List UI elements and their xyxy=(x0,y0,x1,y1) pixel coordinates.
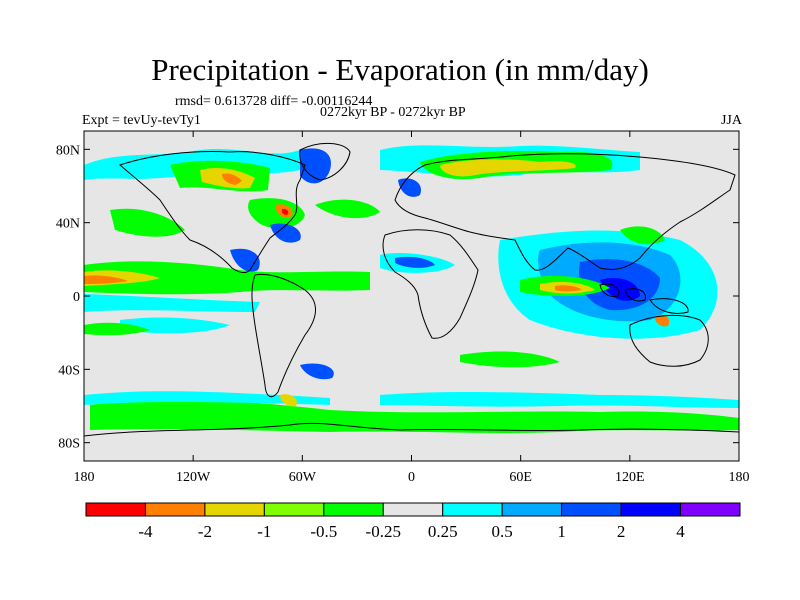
contour-region xyxy=(84,294,260,312)
lat-tick-label: 40S xyxy=(58,363,80,378)
lat-tick-label: 40N xyxy=(56,217,80,232)
experiment-label: Expt = tevUy-tevTy1 xyxy=(82,113,201,128)
colorbar-label: -0.5 xyxy=(310,522,337,541)
contour-region xyxy=(600,277,640,301)
lat-tick-label: 80N xyxy=(56,143,80,158)
contour-region xyxy=(84,391,330,405)
lon-tick-label: 180 xyxy=(74,470,95,485)
contour-region xyxy=(300,148,331,184)
contour-region xyxy=(460,351,560,368)
lon-tick-label: 0 xyxy=(408,470,415,485)
colorbar-swatch xyxy=(144,502,206,517)
contour-region xyxy=(281,208,289,215)
contour-region xyxy=(315,199,380,219)
colorbar-swatch xyxy=(263,502,325,517)
lon-tick-label: 180 xyxy=(729,470,750,485)
lon-tick-label: 60W xyxy=(289,470,317,485)
contour-region xyxy=(300,363,334,380)
contour-region xyxy=(280,394,297,407)
colorbar-swatch xyxy=(382,502,444,517)
lat-tick-label: 80S xyxy=(58,437,80,452)
lon-tick-label: 60E xyxy=(509,470,532,485)
colorbar-swatch xyxy=(204,502,265,517)
contour-region xyxy=(440,159,576,177)
colorbar-label: -0.25 xyxy=(366,522,401,541)
coastlines xyxy=(84,143,739,437)
longitude-axis: 180 120W 60W 0 60E 120E 180 xyxy=(74,131,750,485)
lat-tick-label: 0 xyxy=(73,290,80,305)
colorbar-swatch xyxy=(323,502,384,517)
contour-region xyxy=(620,226,665,245)
lon-tick-label: 120W xyxy=(176,470,211,485)
contour-region xyxy=(84,322,150,336)
colorbar-swatch xyxy=(620,502,682,517)
colorbar-label: -2 xyxy=(198,522,212,541)
contour-region xyxy=(90,399,739,433)
lon-tick-label: 120E xyxy=(615,470,645,485)
contour-region xyxy=(654,314,670,327)
colorbar-swatch xyxy=(561,502,622,517)
stats-text: rmsd= 0.613728 diff= -0.00116244 xyxy=(175,94,373,109)
colorbar-swatch xyxy=(85,502,146,517)
period-text: 0272kyr BP - 0272kyr BP xyxy=(320,105,466,120)
contour-region xyxy=(110,208,185,237)
colorbar-label: 0.5 xyxy=(492,522,513,541)
colorbar-label: -4 xyxy=(138,522,153,541)
colorbar-label: 2 xyxy=(617,522,626,541)
contour-region xyxy=(555,285,582,292)
contour-region xyxy=(380,391,739,408)
season-label: JJA xyxy=(720,113,742,128)
latitude-axis: 80N 40N 0 40S 80S xyxy=(56,143,739,452)
colorbar: -4 -2 -1 -0.5 -0.25 0.25 0.5 1 2 4 xyxy=(85,502,741,541)
contour-region xyxy=(84,275,128,284)
colorbar-label: 0.25 xyxy=(428,522,458,541)
colorbar-label: 1 xyxy=(557,522,566,541)
colorbar-swatch xyxy=(501,502,563,517)
colorbar-swatch xyxy=(680,502,741,517)
colorbar-label: 4 xyxy=(676,522,685,541)
map-contours xyxy=(84,145,739,433)
contour-region xyxy=(222,173,242,185)
colorbar-label: -1 xyxy=(257,522,271,541)
chart-title: Precipitation - Evaporation (in mm/day) xyxy=(151,52,649,87)
colorbar-swatch xyxy=(442,502,503,517)
contour-region xyxy=(270,223,301,243)
contour-region xyxy=(395,256,435,268)
